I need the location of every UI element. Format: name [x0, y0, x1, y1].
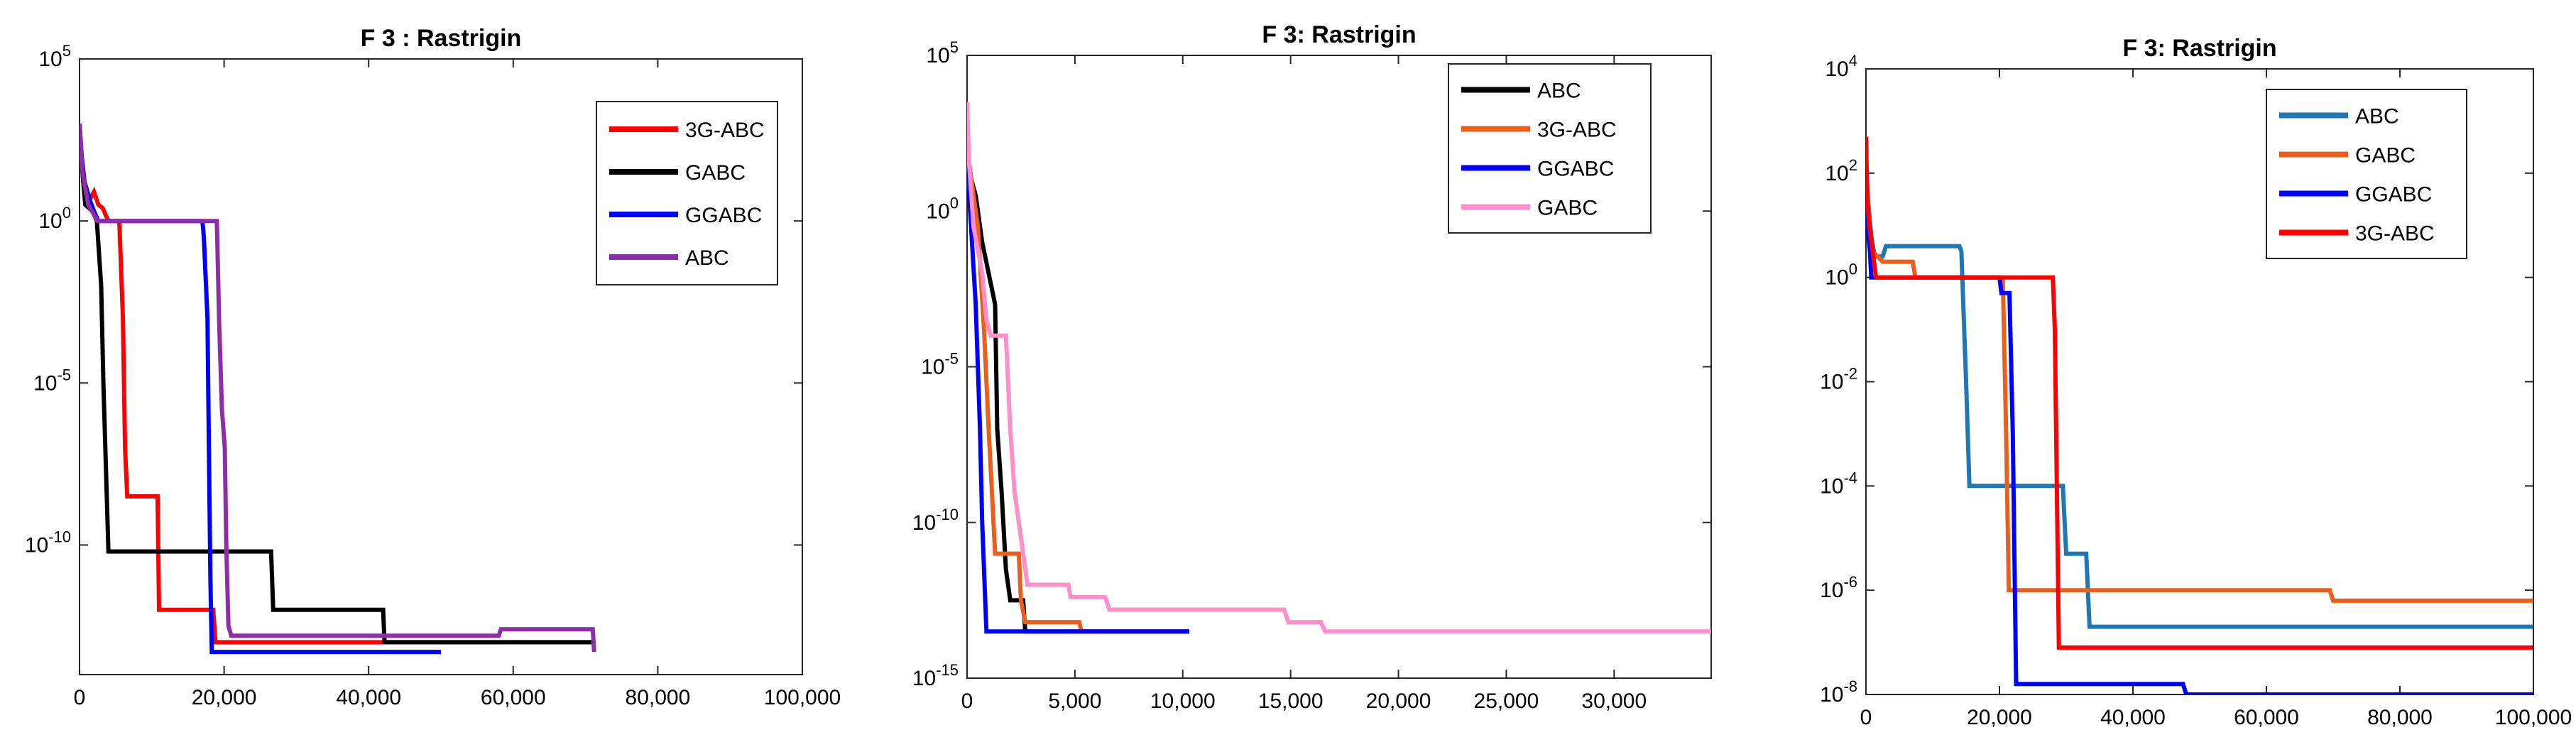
y-tick-exponent: 5	[950, 38, 959, 56]
series-line-abc	[80, 124, 596, 653]
x-tick-label: 100,000	[764, 686, 841, 709]
legend-label: ABC	[1537, 80, 1581, 103]
series-group	[1866, 136, 2533, 694]
y-tick-exponent: 0	[62, 204, 71, 222]
y-tick-base: 10	[25, 533, 48, 557]
y-tick-label: 104	[1825, 52, 1857, 81]
y-tick-label: 105	[926, 38, 959, 67]
chart-panel-1: F 3 : Rastrigin 0 20,000 40,000 60,000 80,000…	[25, 25, 841, 709]
series-line-ggabc	[1866, 147, 2533, 694]
y-tick-base: 10	[33, 371, 57, 395]
series-line-gabc	[967, 102, 1711, 634]
y-tick-label: 10-6	[1820, 573, 1857, 602]
x-tick-label: 80,000	[2367, 706, 2433, 729]
y-tick-label: 100	[38, 204, 71, 233]
y-tick-base: 10	[912, 511, 936, 535]
x-tick-label: 40,000	[336, 686, 401, 709]
y-tick-label: 10-5	[33, 366, 71, 395]
x-tick-label: 5,000	[1048, 690, 1101, 713]
y-tick-label: 102	[1825, 156, 1857, 185]
legend-label: GABC	[1537, 197, 1598, 220]
y-tick-label: 10-10	[912, 506, 959, 535]
y-tick-label: 10-2	[1820, 365, 1857, 394]
legend-label: GABC	[2355, 144, 2416, 168]
legend-label: GGABC	[2355, 183, 2432, 207]
y-tick-base: 10	[1820, 683, 1843, 707]
y-tick-exponent: 0	[950, 194, 959, 212]
x-tick-label: 10,000	[1150, 690, 1216, 713]
x-tick-label: 20,000	[192, 686, 257, 709]
x-tick-label: 0	[1860, 706, 1872, 729]
y-tick-exponent: -5	[944, 350, 959, 368]
chart-title: F 3: Rastrigin	[1262, 21, 1416, 48]
y-tick-exponent: -6	[1843, 573, 1857, 591]
y-tick-label: 10-15	[912, 661, 959, 690]
y-tick-base: 10	[38, 48, 62, 71]
y-tick-base: 10	[1825, 58, 1848, 81]
legend-label: GABC	[685, 161, 746, 185]
x-tick-label: 60,000	[481, 686, 546, 709]
x-tick-label: 40,000	[2100, 706, 2166, 729]
y-tick-exponent: -4	[1843, 469, 1857, 486]
y-tick-base: 10	[912, 667, 936, 690]
x-tick-label: 80,000	[626, 686, 691, 709]
y-tick-base: 10	[38, 209, 62, 233]
legend: ABC 3G-ABC GGABC GABC	[1448, 63, 1652, 234]
y-tick-exponent: 4	[1849, 52, 1857, 70]
y-tick-label: 105	[38, 42, 71, 71]
legend-label: ABC	[685, 246, 729, 270]
series-line-3g-abc	[967, 148, 1189, 634]
legend-label: GGABC	[685, 204, 762, 227]
legend-label: GGABC	[1537, 158, 1614, 181]
y-tick-label: 10-5	[921, 350, 959, 379]
y-tick-label: 100	[1825, 261, 1857, 290]
y-tick-exponent: -5	[57, 366, 71, 383]
y-tick-base: 10	[921, 356, 944, 379]
x-tick-label: 60,000	[2234, 706, 2299, 729]
y-tick-exponent: 2	[1849, 156, 1857, 174]
legend: 3G-ABC GABC GGABC ABC	[596, 101, 778, 285]
legend-label: 3G-ABC	[685, 119, 765, 142]
y-tick-base: 10	[1820, 371, 1843, 394]
x-tick-label: 20,000	[1366, 690, 1431, 713]
y-tick-base: 10	[1825, 162, 1848, 185]
y-tick-exponent: -10	[48, 528, 71, 545]
x-tick-label: 100,000	[2495, 706, 2572, 729]
y-tick-base: 10	[926, 44, 949, 67]
chart-panel-3: F 3: Rastrigin 0 20,000 40,000 60,000 80,000 1…	[1820, 35, 2572, 729]
x-tick-label: 0	[74, 686, 86, 709]
series-group	[80, 124, 596, 655]
legend-label: ABC	[2355, 105, 2399, 129]
y-tick-exponent: 5	[62, 42, 71, 60]
series-line-3g-abc	[1866, 136, 2533, 650]
y-tick-base: 10	[926, 200, 949, 223]
y-tick-exponent: -10	[936, 506, 959, 523]
x-tick-label: 20,000	[1967, 706, 2032, 729]
legend-label: 3G-ABC	[1537, 119, 1617, 142]
y-tick-exponent: -15	[936, 661, 959, 679]
y-tick-base: 10	[1820, 474, 1843, 498]
y-tick-exponent: -2	[1843, 365, 1857, 383]
chart-panel-2: F 3: Rastrigin 0 5,000 10,000 15,000 20,000 25…	[912, 21, 1712, 713]
y-tick-label: 10-10	[25, 528, 71, 557]
x-tick-label: 30,000	[1581, 690, 1647, 713]
y-tick-exponent: -8	[1843, 677, 1857, 695]
y-tick-label: 10-4	[1820, 469, 1857, 498]
legend-label: 3G-ABC	[2355, 222, 2435, 246]
y-tick-base: 10	[1825, 266, 1848, 290]
y-tick-label: 10-8	[1820, 677, 1857, 707]
chart-title: F 3 : Rastrigin	[361, 25, 522, 52]
x-tick-label: 15,000	[1258, 690, 1324, 713]
x-tick-label: 25,000	[1474, 690, 1539, 713]
y-tick-base: 10	[1820, 579, 1843, 602]
legend: ABC GABC GGABC 3G-ABC	[2266, 89, 2467, 259]
series-line-ggabc	[967, 148, 1189, 634]
series-group	[967, 102, 1711, 634]
y-tick-label: 100	[926, 194, 959, 223]
series-line-abc	[967, 148, 1189, 634]
chart-title: F 3: Rastrigin	[2122, 35, 2276, 62]
y-tick-exponent: 0	[1849, 261, 1857, 278]
x-tick-label: 0	[961, 690, 973, 713]
